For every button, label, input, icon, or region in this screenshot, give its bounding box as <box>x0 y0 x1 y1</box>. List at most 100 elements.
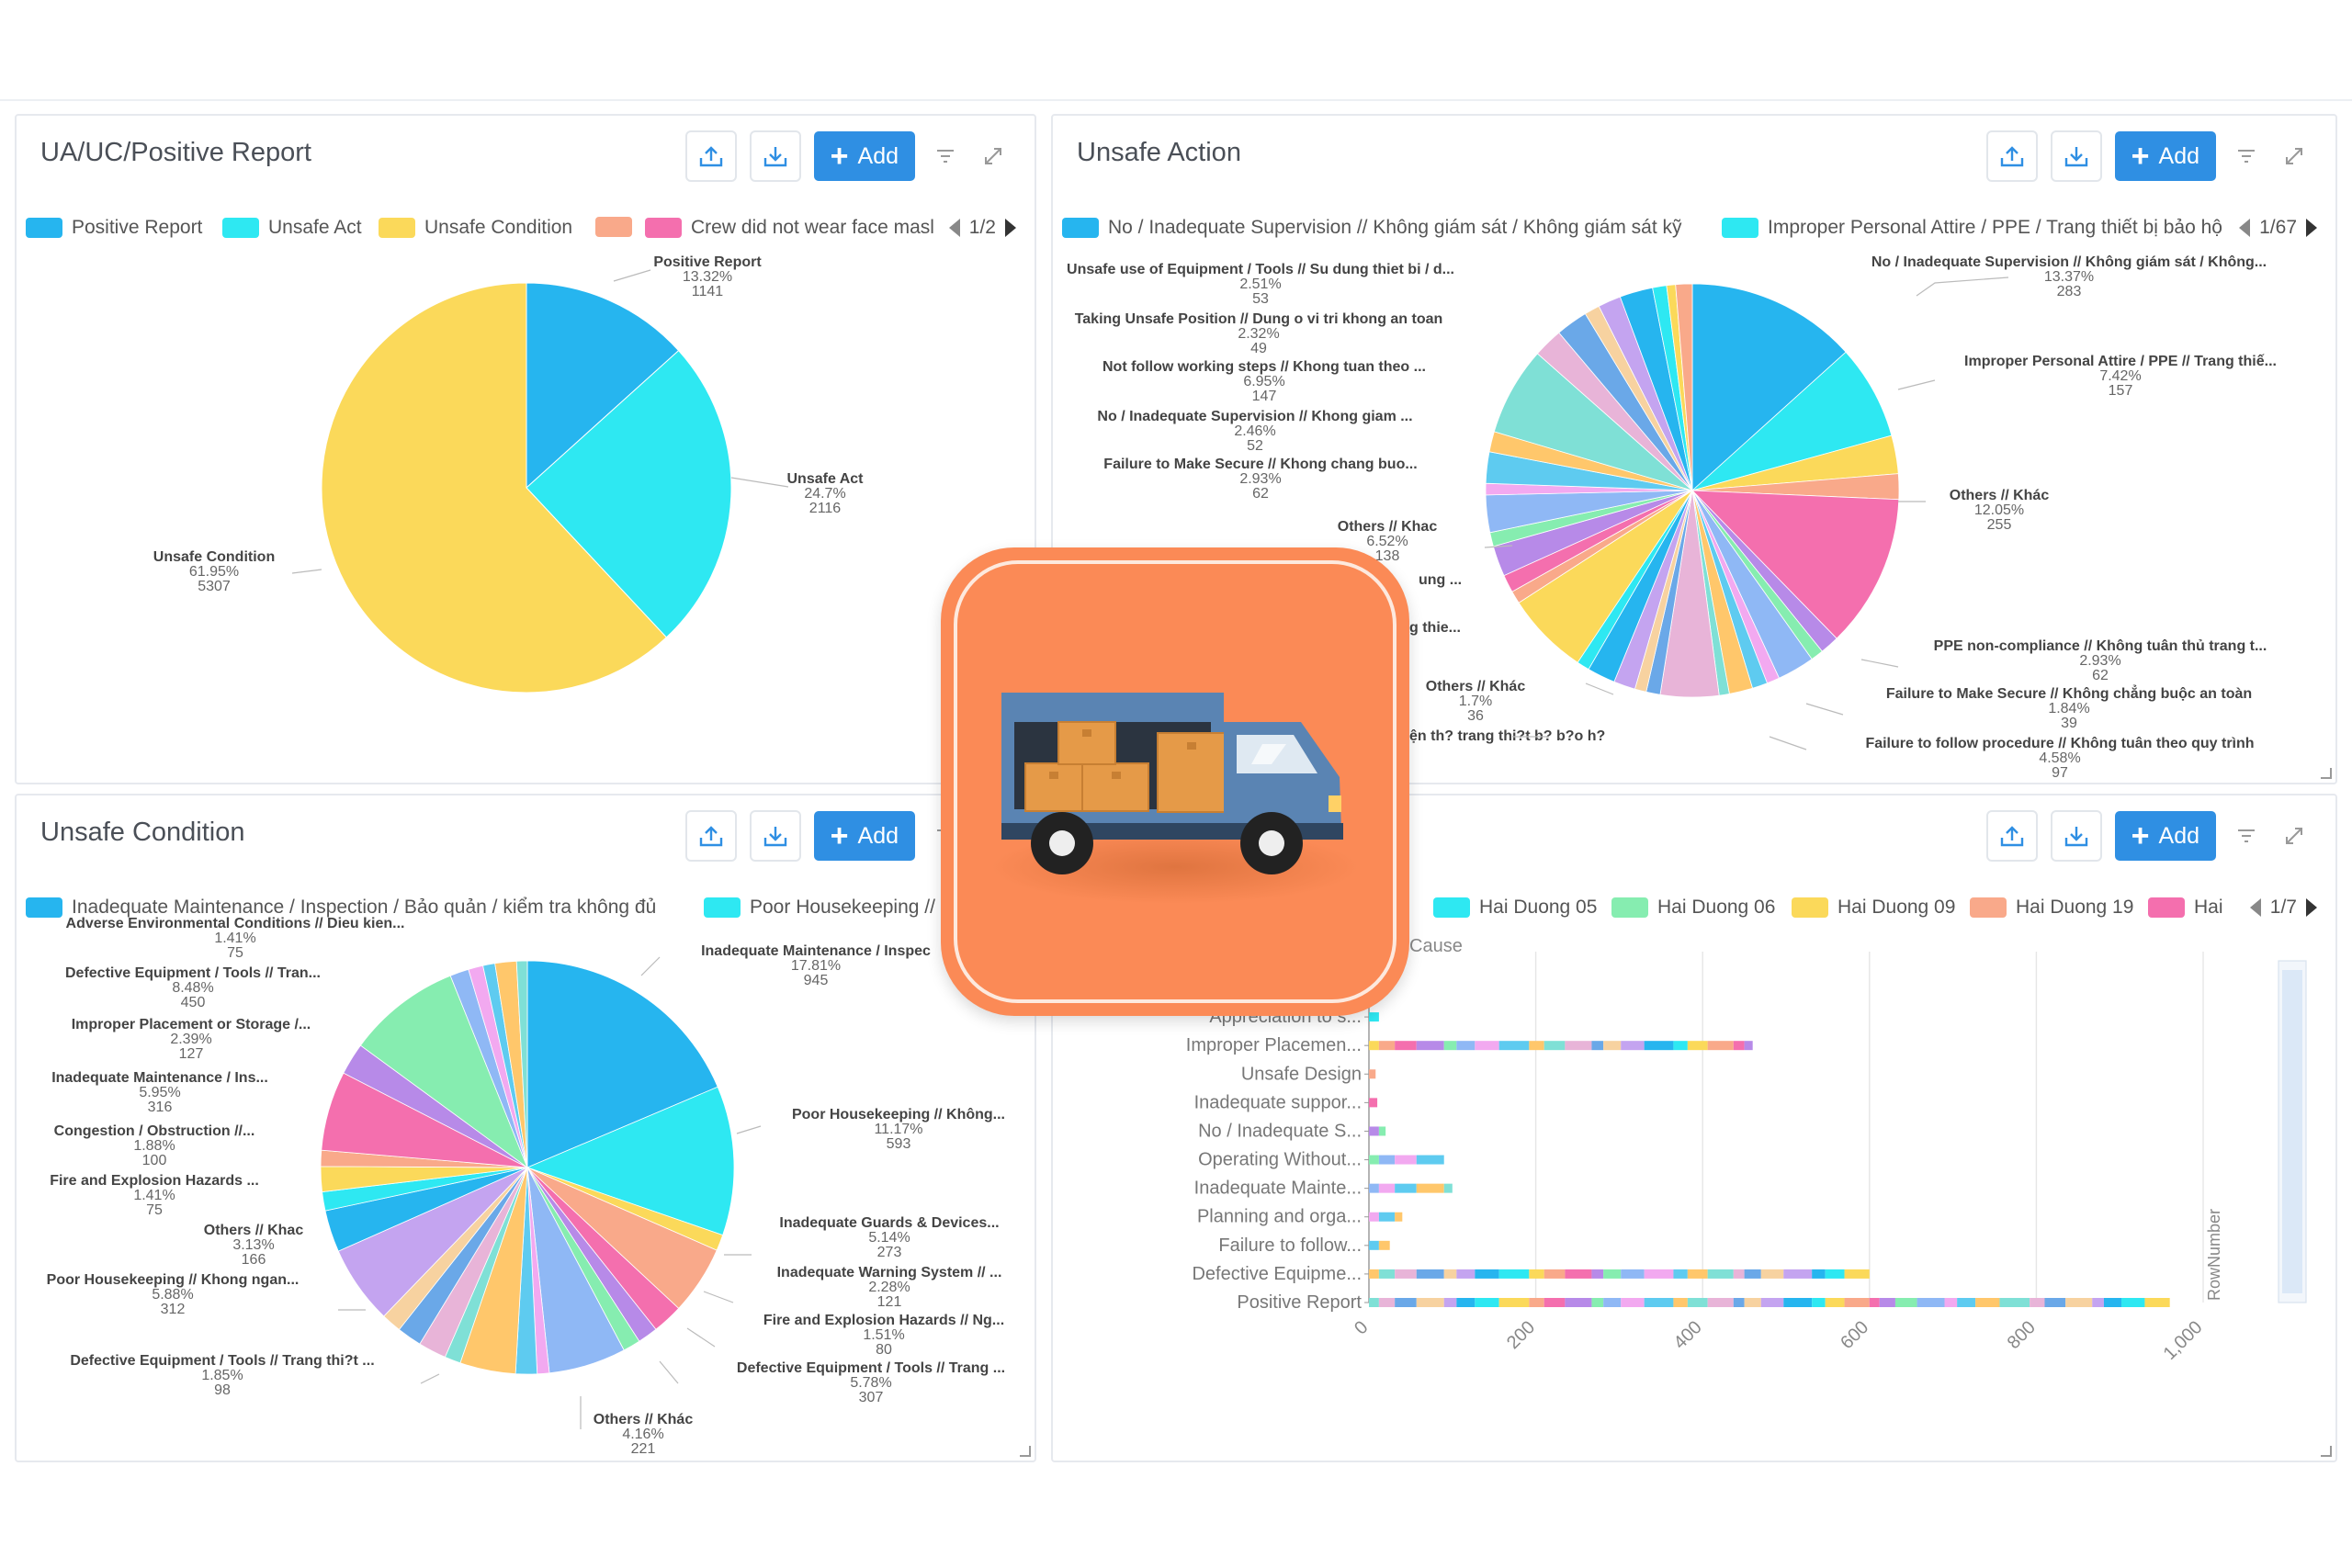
prev-page-icon[interactable] <box>2239 219 2251 237</box>
bar-segment[interactable] <box>1369 1155 1379 1165</box>
pie-slice[interactable] <box>515 960 528 1168</box>
bar-segment[interactable] <box>1869 1298 1880 1307</box>
slice-label-percent[interactable]: 2.28% <box>868 1280 910 1295</box>
slice-label[interactable]: ung ... <box>1419 572 1462 588</box>
pie-slice[interactable] <box>526 960 718 1168</box>
bar-segment[interactable] <box>1529 1269 1544 1279</box>
slice-label-percent[interactable]: 61.95% <box>189 564 239 580</box>
next-page-icon[interactable] <box>1005 219 1016 237</box>
slice-label[interactable]: Fire and Explosion Hazards ...1.41%75 <box>50 1173 259 1218</box>
bar-segment[interactable] <box>1369 1069 1376 1079</box>
upload-button[interactable] <box>1985 130 2038 182</box>
bar-segment[interactable] <box>1443 1269 1457 1279</box>
slice-label-name[interactable]: Unsafe use of Equipment / Tools // Su du… <box>1067 262 1454 277</box>
slice-label-name[interactable]: Unsafe Act <box>787 471 865 487</box>
bar-segment[interactable] <box>1603 1298 1622 1307</box>
bar-segment[interactable] <box>1369 1183 1379 1193</box>
slice-label-value[interactable]: 97 <box>2052 765 2068 781</box>
slice-label-value[interactable]: 138 <box>1375 548 1400 564</box>
bar-segment[interactable] <box>2092 1298 2104 1307</box>
bar-segment[interactable] <box>1498 1298 1530 1307</box>
bar-segment[interactable] <box>1603 1041 1622 1051</box>
bar-segment[interactable] <box>1707 1298 1734 1307</box>
slice-label[interactable]: Inadequate Warning System // ...2.28%121 <box>777 1265 1002 1310</box>
slice-label[interactable]: ện th? trang thi?t b? b?o h? <box>1409 728 1605 744</box>
slice-label-percent[interactable]: 8.48% <box>172 980 213 996</box>
bar-segment[interactable] <box>1456 1041 1476 1051</box>
bar-segment[interactable] <box>1975 1298 2000 1307</box>
slice-label-percent[interactable]: 1.84% <box>2048 701 2089 716</box>
slice-label[interactable]: Congestion / Obstruction //...1.88%100 <box>54 1123 255 1168</box>
slice-label-percent[interactable]: 2.93% <box>2079 653 2120 669</box>
slice-label-value[interactable]: 39 <box>2061 716 2077 731</box>
legend-item[interactable]: Unsafe Condition <box>379 217 572 239</box>
expand-button[interactable] <box>2277 818 2312 853</box>
pie-slice[interactable] <box>1691 490 1900 639</box>
bar-segment[interactable] <box>1378 1183 1396 1193</box>
bar-segment[interactable] <box>1783 1298 1813 1307</box>
slice-label-percent[interactable]: 2.51% <box>1239 276 1281 292</box>
pie-slice-unsafe-act[interactable] <box>526 349 732 638</box>
slice-label-value[interactable]: 127 <box>179 1046 204 1062</box>
bar-segment[interactable] <box>1456 1269 1476 1279</box>
bar-segment[interactable] <box>1591 1269 1604 1279</box>
slice-label-name[interactable]: Inadequate Warning System // ... <box>777 1265 1002 1280</box>
slice-label-name[interactable]: ện th? trang thi?t b? b?o h? <box>1409 728 1605 744</box>
bar-segment[interactable] <box>1687 1298 1708 1307</box>
slice-label-name[interactable]: Not follow working steps // Khong tuan t… <box>1102 359 1426 375</box>
slice-label-percent[interactable]: 1.85% <box>201 1368 243 1383</box>
slice-label-value[interactable]: 316 <box>148 1100 173 1115</box>
bar-segment[interactable] <box>1416 1041 1444 1051</box>
bar-segment[interactable] <box>1591 1298 1604 1307</box>
bar-segment[interactable] <box>1378 1212 1396 1222</box>
slice-label-value[interactable]: 273 <box>877 1245 902 1260</box>
bar-segment[interactable] <box>1378 1240 1390 1250</box>
slice-label-name[interactable]: Fire and Explosion Hazards ... <box>50 1173 259 1189</box>
bar-segment[interactable] <box>1395 1155 1417 1165</box>
bar-segment[interactable] <box>2144 1298 2170 1307</box>
slice-label-percent[interactable]: 13.32% <box>683 269 732 285</box>
legend-item[interactable]: Improper Personal Attire / PPE / Trang t… <box>1722 217 2222 239</box>
bar-segment[interactable] <box>2065 1298 2093 1307</box>
bar-segment[interactable] <box>1812 1298 1826 1307</box>
slice-label-name[interactable]: Inadequate Maintenance / Inspec <box>701 943 931 959</box>
bar-segment[interactable] <box>1744 1298 1761 1307</box>
slice-label-name[interactable]: Defective Equipment / Tools // Trang thi… <box>70 1353 374 1369</box>
slice-label-name[interactable]: Fire and Explosion Hazards // Ng... <box>763 1313 1004 1328</box>
resize-handle[interactable] <box>2321 1446 2332 1457</box>
slice-label-percent[interactable]: 2.93% <box>1239 471 1281 487</box>
slice-label-name[interactable]: PPE non-compliance // Không tuân thủ tra… <box>1934 638 2267 654</box>
slice-label[interactable]: Fire and Explosion Hazards // Ng...1.51%… <box>763 1313 1004 1358</box>
slice-label-value[interactable]: 53 <box>1252 291 1269 307</box>
bar-segment[interactable] <box>1378 1269 1396 1279</box>
slice-label-percent[interactable]: 2.46% <box>1234 423 1275 439</box>
slice-label-percent[interactable]: 5.14% <box>868 1230 910 1246</box>
slice-label[interactable]: Taking Unsafe Position // Dung o vi tri … <box>1075 311 1443 356</box>
slice-label-value[interactable]: 157 <box>2109 383 2133 399</box>
bar-segment[interactable] <box>1443 1298 1457 1307</box>
bar-segment[interactable] <box>1744 1041 1753 1051</box>
bar-segment[interactable] <box>1529 1041 1544 1051</box>
bar-segment[interactable] <box>1378 1041 1396 1051</box>
pie-slice[interactable] <box>1691 351 1893 491</box>
bar-segment[interactable] <box>1378 1126 1386 1136</box>
bar-segment[interactable] <box>1591 1041 1604 1051</box>
bar-segment[interactable] <box>1544 1041 1566 1051</box>
slice-label[interactable]: Improper Personal Attire / PPE // Trang … <box>1964 354 2277 399</box>
slice-label-name[interactable]: ung ... <box>1419 572 1462 588</box>
slice-label-value[interactable]: 62 <box>1252 486 1269 502</box>
bar-segment[interactable] <box>1395 1183 1417 1193</box>
slice-label-name[interactable]: Improper Personal Attire / PPE // Trang … <box>1964 354 2277 369</box>
bar-segment[interactable] <box>1498 1269 1530 1279</box>
slice-label[interactable]: No / Inadequate Supervision // Không giá… <box>1871 254 2267 299</box>
bar-segment[interactable] <box>1944 1298 1958 1307</box>
pie-slice-positive-report[interactable] <box>526 282 680 490</box>
bar-segment[interactable] <box>1369 1298 1379 1307</box>
legend-item[interactable]: Hai <box>2148 897 2223 919</box>
upload-button[interactable] <box>684 130 737 182</box>
slice-label-value[interactable]: 147 <box>1252 389 1277 404</box>
bar-segment[interactable] <box>1416 1155 1444 1165</box>
slice-label-value[interactable]: 121 <box>877 1294 902 1310</box>
